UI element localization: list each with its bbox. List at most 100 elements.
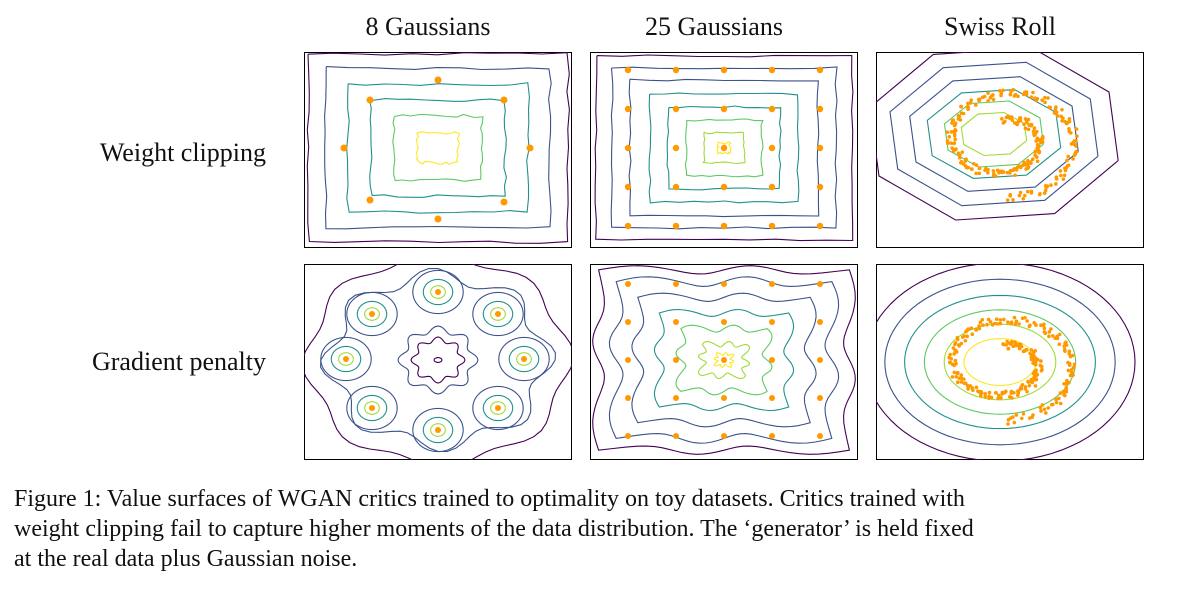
contour-line [338,352,354,366]
contour-line [433,357,443,363]
data-sample [991,97,996,102]
data-sample [957,114,962,119]
data-sample [952,141,957,145]
data-sample [340,144,348,152]
data-sample [1029,123,1034,128]
contour-plot-gp-25g [590,264,858,460]
data-sample [957,156,962,160]
data-sample [986,99,990,103]
contour-line [397,325,479,395]
data-sample [1034,377,1039,382]
data-sample [989,395,994,400]
data-sample [991,173,996,177]
contour-line [926,89,1062,179]
data-sample [1065,378,1069,383]
data-sample [720,66,728,74]
data-sample [1060,107,1064,112]
contour-line [943,100,1045,168]
data-sample [1021,411,1026,416]
data-sample [1011,198,1015,202]
data-sample [1000,117,1004,121]
data-sample [1043,95,1047,100]
data-sample [1051,334,1055,338]
data-sample [1034,374,1038,378]
data-sample [969,98,974,103]
data-sample [1049,402,1054,407]
data-sample [1049,183,1053,187]
data-sample [817,395,823,401]
data-sample [1035,146,1040,150]
data-sample [1018,190,1023,195]
data-sample [1034,139,1038,143]
data-sample [968,101,973,105]
data-sample [959,380,964,384]
data-sample [1006,422,1010,426]
data-sample [1035,159,1040,164]
data-sample [673,319,679,325]
data-sample [673,433,679,439]
data-sample [1062,173,1067,178]
data-sample [1042,191,1047,195]
contour-line [324,66,552,230]
data-sample [1014,413,1019,417]
data-sample [1039,368,1044,373]
data-sample [769,319,775,325]
data-sample [1016,94,1020,99]
data-sample [1067,363,1072,367]
data-sample [1014,319,1019,324]
data-sample [1032,126,1037,130]
data-sample [963,338,968,343]
data-sample [954,350,959,354]
data-sample [991,93,995,97]
data-sample [1043,331,1048,336]
contour-line [909,76,1079,192]
data-sample [1029,189,1034,194]
data-sample [1012,315,1017,320]
contour-line [430,423,446,437]
data-sample [1027,416,1032,420]
data-sample [1030,157,1035,162]
contour-line [490,401,506,415]
data-sample [1052,111,1057,115]
data-sample [1020,416,1024,421]
data-sample [1066,120,1070,125]
data-sample [369,405,375,411]
data-sample [1009,339,1014,344]
data-sample [1033,96,1037,101]
data-sample [965,383,970,388]
data-sample [768,105,776,113]
data-sample [1023,385,1028,389]
plot-frame [876,52,1144,248]
data-sample [988,320,993,324]
data-sample [1033,356,1037,361]
data-sample [1029,377,1034,382]
data-sample [1017,322,1021,326]
data-sample [624,66,632,74]
data-sample [672,66,680,74]
data-sample [1025,158,1030,163]
data-sample [1064,387,1068,392]
data-sample [995,322,1000,326]
data-sample [1058,391,1063,395]
contour-line [684,118,764,178]
data-sample [1044,411,1048,415]
data-sample [1031,129,1036,134]
data-sample [977,171,982,176]
data-sample [1004,389,1008,394]
data-sample [624,183,632,191]
data-sample [1018,118,1023,123]
data-sample [625,281,631,287]
data-sample [1066,154,1070,159]
data-sample [1024,163,1028,167]
data-sample [949,356,954,361]
data-sample [1025,189,1030,194]
panel-gp-swissroll [876,264,1144,460]
contour-line [713,352,735,368]
data-sample [945,130,950,134]
contour-line [356,300,388,328]
data-sample [1006,320,1010,325]
data-sample [500,198,508,206]
data-sample [769,395,775,401]
data-sample [672,222,680,230]
contour-line [356,394,388,422]
